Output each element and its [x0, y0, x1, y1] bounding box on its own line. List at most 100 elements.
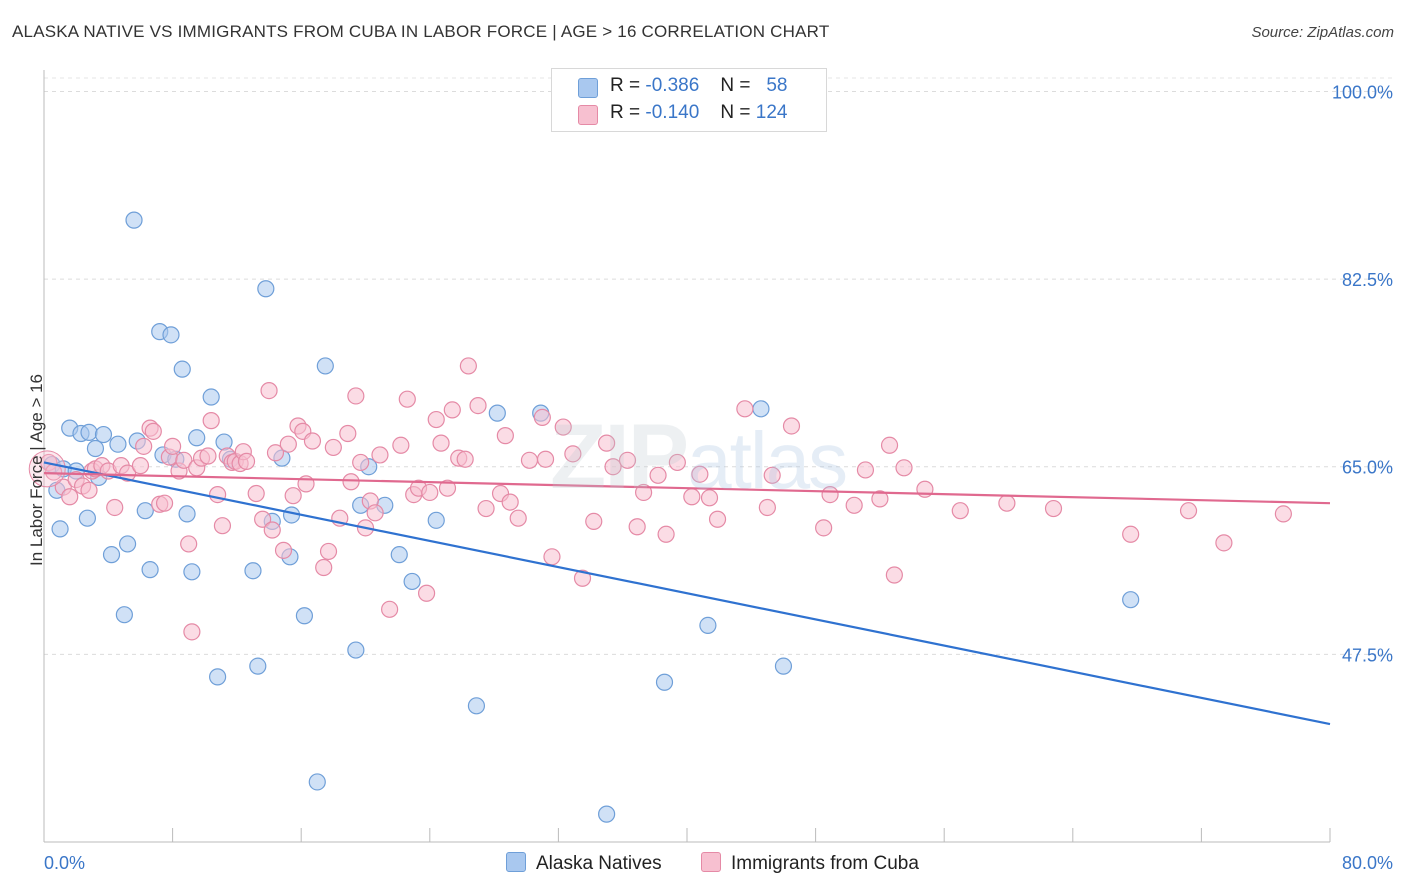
- trend-line: [43, 461, 1331, 726]
- data-point: [691, 465, 709, 483]
- bottom-legend-swatch-alaska-natives: [506, 852, 526, 872]
- data-point: [758, 498, 776, 517]
- y-tick-label: 82.5%: [1342, 270, 1393, 290]
- data-point: [782, 417, 801, 435]
- data-point: [249, 657, 267, 675]
- data-point: [520, 451, 539, 469]
- data-point: [604, 458, 622, 476]
- data-point: [61, 488, 79, 506]
- data-point: [634, 483, 653, 502]
- data-point: [155, 494, 174, 512]
- data-point: [118, 535, 137, 553]
- data-point: [162, 326, 180, 344]
- data-point: [381, 600, 399, 618]
- data-point: [188, 429, 206, 447]
- data-point: [284, 487, 302, 505]
- data-point: [657, 525, 675, 543]
- data-point: [427, 410, 445, 429]
- source-credit: Source: ZipAtlas.com: [1251, 24, 1394, 41]
- data-point: [456, 450, 474, 468]
- data-point: [237, 452, 256, 470]
- legend-swatch-alaska-natives: [578, 78, 598, 98]
- data-point: [106, 498, 124, 517]
- data-point: [496, 427, 514, 445]
- data-point: [951, 502, 969, 520]
- data-point: [417, 584, 436, 602]
- data-point: [371, 446, 389, 464]
- data-point: [352, 453, 370, 472]
- data-point: [427, 511, 445, 529]
- data-point: [585, 512, 603, 531]
- y-tick-label: 65.0%: [1342, 458, 1393, 478]
- data-point: [247, 484, 265, 503]
- data-point: [1044, 499, 1063, 518]
- data-point: [136, 502, 154, 520]
- data-point: [885, 566, 903, 584]
- data-point: [254, 510, 272, 528]
- y-tick-label: 47.5%: [1342, 645, 1393, 665]
- x-tick-label: 0.0%: [44, 853, 85, 873]
- data-point: [392, 436, 410, 454]
- data-point: [295, 607, 314, 625]
- data-point: [303, 432, 322, 450]
- data-point: [543, 548, 561, 566]
- data-point: [390, 546, 408, 564]
- correlation-legend: R = -0.386 N = 58 R = -0.140 N = 124: [551, 68, 827, 132]
- data-point: [199, 447, 217, 465]
- data-point: [477, 499, 495, 518]
- data-point: [469, 397, 487, 415]
- data-point: [655, 673, 674, 691]
- data-point: [432, 434, 450, 452]
- data-point: [118, 464, 137, 482]
- data-point: [316, 357, 334, 375]
- data-point: [856, 461, 875, 479]
- data-point: [564, 445, 582, 463]
- trend-line: [43, 472, 1331, 505]
- data-point: [315, 558, 333, 577]
- data-point: [467, 697, 486, 715]
- data-point: [845, 496, 863, 514]
- trend-lines: [43, 461, 1331, 726]
- data-point: [180, 535, 198, 553]
- data-point: [736, 400, 754, 418]
- data-point: [175, 451, 193, 469]
- data-point: [443, 401, 461, 419]
- data-point: [94, 425, 113, 444]
- data-point: [86, 439, 105, 458]
- data-point: [202, 388, 220, 406]
- data-point: [438, 479, 457, 497]
- data-point: [501, 493, 519, 511]
- data-point: [266, 444, 285, 462]
- data-point: [1122, 525, 1140, 543]
- data-point: [339, 424, 357, 443]
- data-point: [1274, 505, 1292, 523]
- bottom-legend-label: Alaska Natives: [536, 853, 662, 874]
- data-point: [109, 435, 127, 453]
- bottom-legend-immigrants-from-cuba: Immigrants from Cuba: [701, 852, 919, 875]
- data-point: [668, 453, 686, 472]
- data-point: [324, 438, 342, 457]
- data-point: [459, 357, 477, 375]
- data-point: [260, 381, 278, 400]
- data-point: [51, 520, 69, 538]
- data-point: [774, 657, 793, 675]
- data-point: [421, 483, 439, 502]
- data-point: [263, 521, 281, 539]
- watermark: ZIPatlas: [550, 406, 848, 508]
- data-point: [763, 466, 781, 484]
- legend-stats: R = -0.386 N = 58: [610, 75, 788, 96]
- data-point: [628, 518, 646, 536]
- data-point: [144, 422, 162, 440]
- data-point: [618, 451, 637, 469]
- data-point: [1179, 502, 1198, 520]
- data-point: [244, 562, 262, 580]
- chart-title: ALASKA NATIVE VS IMMIGRANTS FROM CUBA IN…: [12, 22, 830, 41]
- series-immigrants-from-cuba: [28, 357, 1292, 641]
- data-point-cluster: [28, 450, 66, 488]
- data-point: [366, 504, 384, 522]
- data-point: [342, 473, 360, 491]
- data-point: [998, 494, 1016, 512]
- data-point: [573, 569, 592, 587]
- bottom-legend-label: Immigrants from Cuba: [731, 853, 919, 874]
- data-point: [274, 541, 293, 559]
